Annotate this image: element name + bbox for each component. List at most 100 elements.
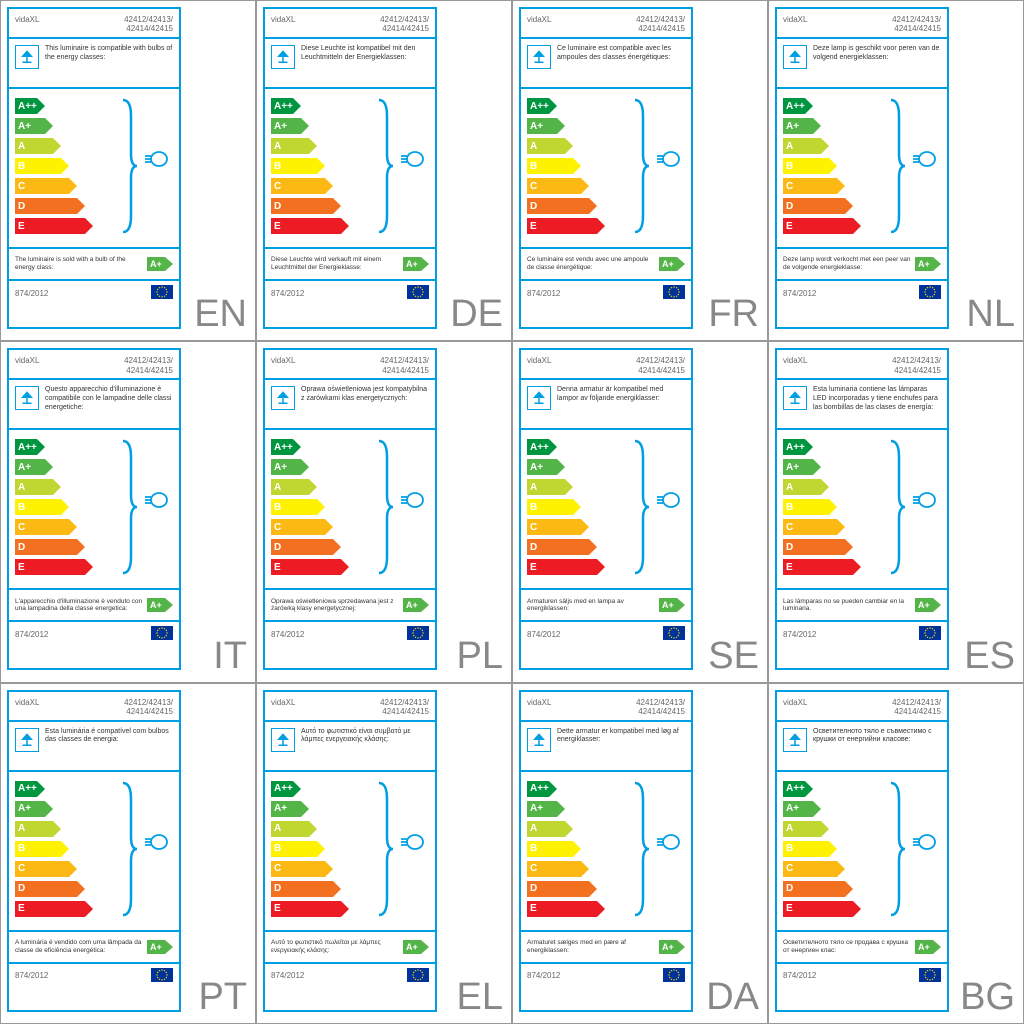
energy-class-chart: A++ A+ A B C D E (9, 772, 179, 930)
energy-class-Aplus: A+ (271, 117, 429, 135)
compatibility-text: Esta luminária é compatível com bulbos d… (45, 728, 173, 746)
bulb-icon (399, 832, 425, 857)
label-footer: 874/2012 (521, 964, 691, 988)
energy-class-C: C (15, 518, 173, 536)
label-header: vidaXL 42412/42413/ 42414/42415 (521, 9, 691, 39)
bulb-icon (655, 149, 681, 174)
label-header: vidaXL 42412/42413/ 42414/42415 (9, 350, 179, 380)
compatibility-text: Осветителното тяло е съвместимо с крушки… (813, 728, 941, 746)
regulation-text: 874/2012 (527, 630, 560, 639)
lamp-icon (527, 728, 551, 752)
brand-text: vidaXL (783, 356, 807, 376)
energy-class-C: C (271, 860, 429, 878)
sold-with-text: The luminaire is sold with a bulb of the… (15, 256, 147, 272)
brace-icon (377, 438, 395, 576)
sold-with-row: Diese Leuchte wird verkauft mit einem Le… (265, 247, 435, 281)
energy-class-Aplus: A+ (15, 458, 173, 476)
language-code: EL (457, 976, 503, 1019)
label-cell-en: vidaXL 42412/42413/ 42414/42415 This lum… (0, 0, 256, 341)
sold-class-badge: A+ (659, 597, 685, 613)
sold-with-text: Deze lamp wordt verkocht met een peer va… (783, 256, 915, 272)
energy-class-D: D (271, 197, 429, 215)
energy-class-Aplusplus: A++ (15, 780, 173, 798)
brace-icon (633, 438, 651, 576)
compatibility-row: Esta luminaria contiene las lámparas LED… (777, 380, 947, 430)
energy-class-chart: A++ A+ A B C D E (521, 89, 691, 247)
label-header: vidaXL 42412/42413/ 42414/42415 (777, 692, 947, 722)
model-number: 42412/42413/ 42414/42415 (892, 15, 941, 35)
energy-class-chart: A++ A+ A B C D E (777, 772, 947, 930)
sold-with-row: Αυτό το φωτιστικό πωλείται με λάμπες ενε… (265, 930, 435, 964)
sold-class-badge: A+ (147, 939, 173, 955)
lamp-icon (783, 45, 807, 69)
energy-class-C: C (783, 518, 941, 536)
label-footer: 874/2012 (521, 622, 691, 646)
lamp-icon (783, 386, 807, 410)
brand-text: vidaXL (527, 698, 551, 718)
compatibility-row: Denna armatur är kompatibel med lampor a… (521, 380, 691, 430)
energy-class-Aplus: A+ (783, 800, 941, 818)
label-cell-es: vidaXL 42412/42413/ 42414/42415 Esta lum… (768, 341, 1024, 682)
brand-text: vidaXL (783, 698, 807, 718)
label-footer: 874/2012 (265, 622, 435, 646)
energy-class-D: D (783, 197, 941, 215)
compatibility-text: Questo apparecchio d'illuminazione è com… (45, 386, 173, 412)
energy-class-chart: A++ A+ A B C D E (265, 430, 435, 588)
energy-label-card: vidaXL 42412/42413/ 42414/42415 Denna ar… (519, 348, 693, 670)
bulb-icon (143, 149, 169, 174)
energy-class-Aplus: A+ (527, 800, 685, 818)
sold-with-text: Ce luminaire est vendu avec une ampoule … (527, 256, 659, 272)
sold-with-row: A luminária é vendido com uma lâmpada da… (9, 930, 179, 964)
compatibility-row: Esta luminária é compatível com bulbos d… (9, 722, 179, 772)
sold-with-row: Oprawa oświetleniowa sprzedawana jest z … (265, 588, 435, 622)
energy-class-E: E (783, 558, 941, 576)
energy-label-grid: vidaXL 42412/42413/ 42414/42415 This lum… (0, 0, 1024, 1024)
sold-class-badge: A+ (915, 597, 941, 613)
brace-icon (121, 97, 139, 235)
energy-class-E: E (527, 900, 685, 918)
energy-class-chart: A++ A+ A B C D E (521, 430, 691, 588)
energy-class-D: D (527, 880, 685, 898)
eu-flag-icon (151, 285, 173, 301)
label-header: vidaXL 42412/42413/ 42414/42415 (265, 692, 435, 722)
model-number: 42412/42413/ 42414/42415 (892, 698, 941, 718)
compatibility-text: This luminaire is compatible with bulbs … (45, 45, 173, 63)
label-footer: 874/2012 (265, 964, 435, 988)
bulb-icon (399, 490, 425, 515)
energy-class-D: D (271, 880, 429, 898)
energy-class-Aplusplus: A++ (527, 97, 685, 115)
eu-flag-icon (151, 626, 173, 642)
compatibility-row: Dette armatur er kompatibel med løg af e… (521, 722, 691, 772)
energy-class-C: C (527, 860, 685, 878)
label-cell-nl: vidaXL 42412/42413/ 42414/42415 Deze lam… (768, 0, 1024, 341)
energy-class-Aplusplus: A++ (15, 97, 173, 115)
compatibility-row: Осветителното тяло е съвместимо с крушки… (777, 722, 947, 772)
eu-flag-icon (919, 626, 941, 642)
model-number: 42412/42413/ 42414/42415 (380, 15, 429, 35)
energy-class-Aplus: A+ (783, 117, 941, 135)
energy-class-Aplus: A+ (271, 458, 429, 476)
brace-icon (889, 97, 907, 235)
sold-class-badge: A+ (403, 939, 429, 955)
compatibility-text: Esta luminaria contiene las lámparas LED… (813, 386, 941, 412)
brand-text: vidaXL (527, 356, 551, 376)
energy-class-chart: A++ A+ A B C D E (265, 772, 435, 930)
energy-class-Aplusplus: A++ (783, 438, 941, 456)
sold-class-badge: A+ (403, 256, 429, 272)
compatibility-row: Deze lamp is geschikt voor peren van de … (777, 39, 947, 89)
label-cell-it: vidaXL 42412/42413/ 42414/42415 Questo a… (0, 341, 256, 682)
language-code: FR (708, 293, 759, 336)
regulation-text: 874/2012 (271, 630, 304, 639)
bulb-icon (911, 832, 937, 857)
sold-with-text: Oprawa oświetleniowa sprzedawana jest z … (271, 598, 403, 614)
sold-class-badge: A+ (147, 256, 173, 272)
label-cell-da: vidaXL 42412/42413/ 42414/42415 Dette ar… (512, 683, 768, 1024)
sold-with-row: The luminaire is sold with a bulb of the… (9, 247, 179, 281)
energy-label-card: vidaXL 42412/42413/ 42414/42415 Oprawa o… (263, 348, 437, 670)
regulation-text: 874/2012 (15, 630, 48, 639)
energy-class-Aplus: A+ (271, 800, 429, 818)
energy-class-E: E (15, 217, 173, 235)
sold-with-row: Осветителното тяло се продава с крушка о… (777, 930, 947, 964)
sold-class-badge: A+ (659, 939, 685, 955)
eu-flag-icon (919, 285, 941, 301)
